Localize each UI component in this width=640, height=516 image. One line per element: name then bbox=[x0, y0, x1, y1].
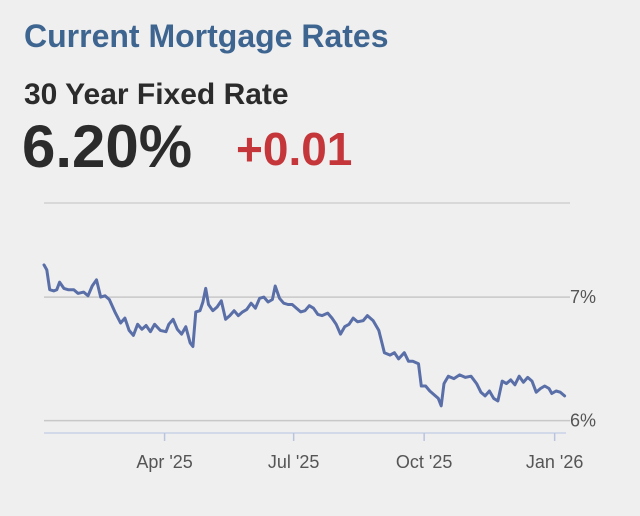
rate-value: 6.20% bbox=[22, 113, 193, 180]
y-tick-label: 7% bbox=[570, 287, 596, 307]
x-tick-label: Jan '26 bbox=[526, 452, 583, 472]
rate-change: +0.01 bbox=[236, 123, 353, 175]
page-title: Current Mortgage Rates bbox=[24, 18, 389, 54]
y-tick-label: 6% bbox=[570, 411, 596, 431]
x-tick-label: Apr '25 bbox=[136, 452, 192, 472]
x-tick-label: Oct '25 bbox=[396, 452, 452, 472]
x-tick-label: Jul '25 bbox=[268, 452, 319, 472]
rate-line-chart: 7% 6% Apr '25 Jul '25 Oct '25 Jan '26 bbox=[42, 202, 596, 472]
rate-label: 30 Year Fixed Rate bbox=[24, 78, 289, 111]
rate-series-line bbox=[42, 263, 567, 408]
